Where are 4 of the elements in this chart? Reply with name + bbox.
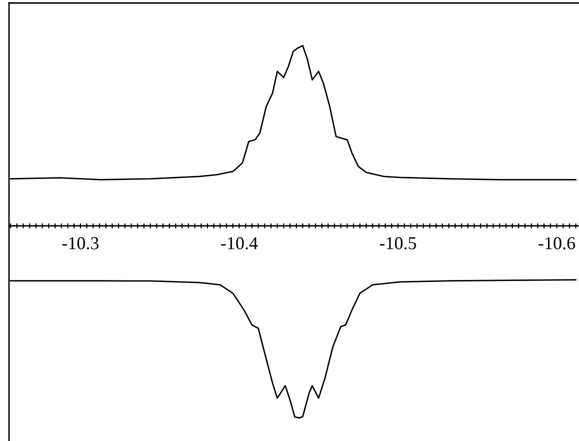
x-tick-label: -10.3 bbox=[62, 237, 99, 250]
x-tick-label: -10.4 bbox=[221, 237, 258, 250]
x-tick-label: -10.5 bbox=[380, 237, 416, 250]
x-tick-label: -10.6 bbox=[538, 237, 576, 250]
